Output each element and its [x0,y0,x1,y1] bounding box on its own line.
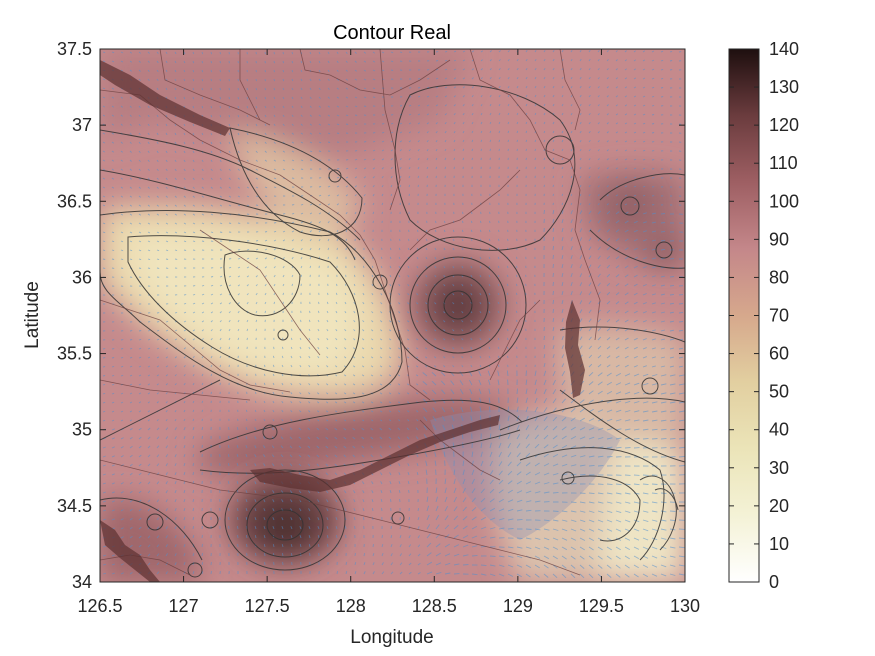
y-axis-label: Latitude [22,281,43,349]
quiver-tint [430,409,620,540]
colorbar-tick-label: 120 [769,115,799,135]
x-tick-label: 129.5 [579,596,624,616]
x-tick-label: 127 [169,596,199,616]
colorbar-tick-label: 0 [769,572,779,592]
y-tick-label: 34 [72,572,92,592]
x-axis: 126.5 127 127.5 128 128.5 129 129.5 130 [77,49,700,616]
colorbar-tick-label: 110 [769,153,798,173]
colorbar-tick-label: 130 [769,77,799,97]
y-tick-label: 36 [72,267,92,287]
colorbar-tick-label: 80 [769,267,789,287]
chart-title: Contour Real [333,22,451,44]
plot-frame [99,48,686,583]
colorbar-ticks: 0 10 20 30 40 50 60 70 80 90 100 110 120 130 140 [729,39,799,592]
y-tick-label: 35 [72,420,92,440]
colorbar-tick-label: 140 [769,39,799,59]
field-peaks [230,187,679,565]
contour-lines [100,84,685,578]
x-tick-label: 128 [336,596,366,616]
y-tick-label: 37 [72,115,92,135]
colorbar-tick-label: 40 [769,420,789,440]
colorbar-tick-label: 90 [769,229,789,249]
colorbar: 0 10 20 30 40 50 60 70 80 90 100 110 120 130 140 [728,39,799,592]
colorbar-tick-label: 70 [769,306,789,326]
colorbar-tick-label: 20 [769,496,789,516]
x-tick-label: 128.5 [412,596,457,616]
x-tick-label: 129 [503,596,533,616]
field-layer [100,49,685,582]
y-tick-label: 37.5 [57,39,92,59]
x-tick-label: 127.5 [245,596,290,616]
y-tick-label: 35.5 [57,344,92,364]
region-boundaries [100,49,601,576]
quiver-path [102,49,685,579]
x-tick-label: 126.5 [77,596,122,616]
y-tick-label: 36.5 [57,191,92,211]
plot-area [99,48,686,583]
y-tick-label: 34.5 [57,496,92,516]
coastline-marks [100,60,585,582]
colorbar-tick-label: 30 [769,458,789,478]
y-axis: 34 34.5 35 35.5 36 36.5 37 37.5 [57,39,685,592]
x-tick-label: 130 [670,596,700,616]
colorbar-tick-label: 100 [769,191,799,211]
colorbar-tick-label: 10 [769,534,789,554]
colorbar-tick-label: 60 [769,344,789,364]
colorbar-tick-label: 50 [769,382,789,402]
x-axis-label: Longitude [350,627,433,648]
quiver-arrows [102,49,685,579]
